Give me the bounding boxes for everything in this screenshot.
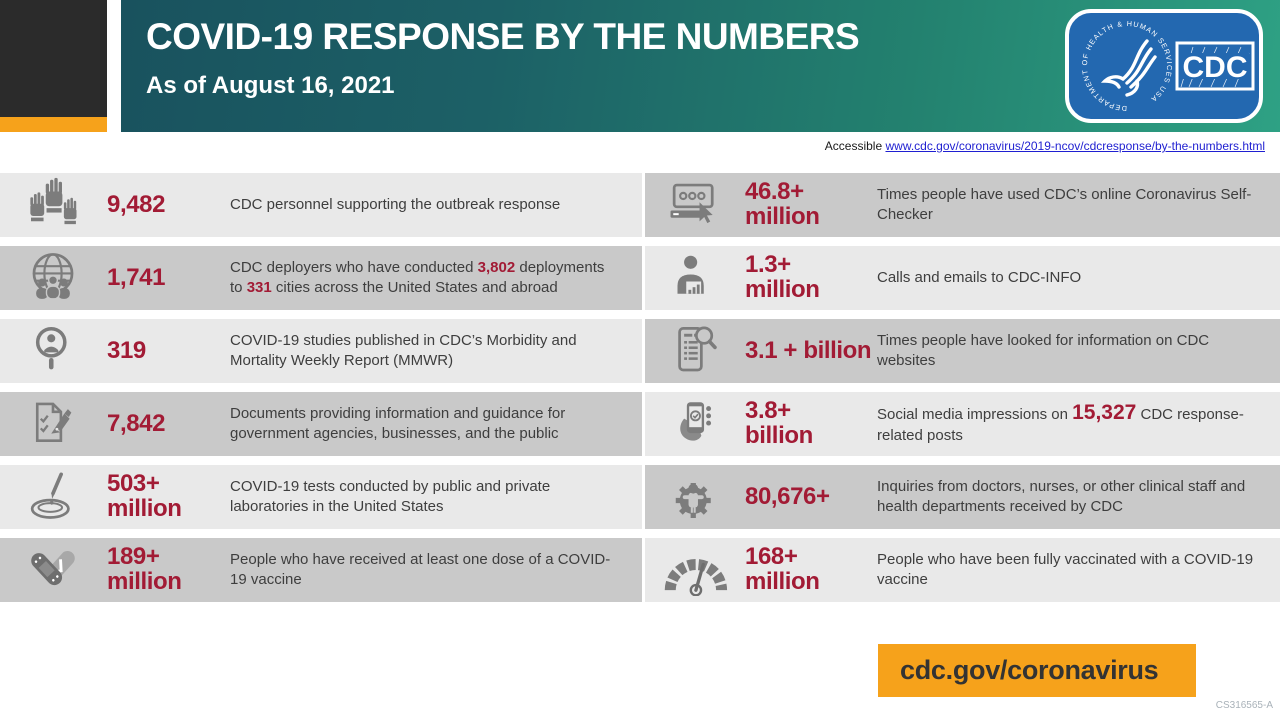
stat-row-self-checker: 46.8+ million Times people have used CDC’… bbox=[645, 173, 1280, 237]
page-subtitle: As of August 16, 2021 bbox=[146, 72, 395, 99]
stat-row-deployers: 1,741 CDC deployers who have conducted 3… bbox=[0, 246, 642, 310]
stat-row-clinical-inquiries: 80,676+ Inquiries from doctors, nurses, … bbox=[645, 465, 1280, 529]
stat-row-social-media: 3.8+ billion Social media impressions on … bbox=[645, 392, 1280, 456]
stat-row-first-dose: 189+ million People who have received at … bbox=[0, 538, 642, 602]
stat-description: CDC deployers who have conducted 3,802 d… bbox=[230, 258, 605, 296]
stats-grid: 9,482 CDC personnel supporting the outbr… bbox=[0, 173, 1280, 602]
document-code: CS316565-A bbox=[1215, 700, 1273, 711]
magnifier-person-icon bbox=[0, 323, 105, 379]
stat-description: People who have been fully vaccinated wi… bbox=[877, 550, 1254, 588]
stat-value: 7,842 bbox=[107, 409, 166, 437]
stat-description: Calls and emails to CDC-INFO bbox=[877, 268, 1082, 286]
phone-check-icon bbox=[645, 395, 745, 453]
stat-row-tests: 503+ million COVID-19 tests conducted by … bbox=[0, 465, 642, 529]
stat-row-cdc-info: 1.3+ million Calls and emails to CDC-INFO bbox=[645, 246, 1280, 310]
bandage-check-icon bbox=[0, 541, 105, 599]
page-title: COVID-19 RESPONSE BY THE NUMBERS bbox=[146, 16, 860, 57]
document-magnifier-icon bbox=[645, 322, 745, 380]
svg-text:CDC: CDC bbox=[1183, 51, 1248, 84]
corner-black-block bbox=[0, 0, 107, 117]
stat-value: 503+ million bbox=[107, 470, 182, 522]
stat-value: 9,482 bbox=[107, 190, 166, 218]
stat-description: CDC personnel supporting the outbreak re… bbox=[230, 195, 561, 213]
accessible-line: Accessible www.cdc.gov/coronavirus/2019-… bbox=[825, 139, 1265, 153]
stat-row-personnel: 9,482 CDC personnel supporting the outbr… bbox=[0, 173, 642, 237]
header-banner: COVID-19 RESPONSE BY THE NUMBERS As of A… bbox=[121, 0, 1280, 132]
stat-row-documents: 7,842 Documents providing information an… bbox=[0, 392, 642, 456]
hhs-eagle-icon bbox=[1100, 39, 1157, 97]
stat-row-studies: 319 COVID-19 studies published in CDC’s … bbox=[0, 319, 642, 383]
stat-description: People who have received at least one do… bbox=[230, 550, 611, 588]
accessible-url-link[interactable]: www.cdc.gov/coronavirus/2019-ncov/cdcres… bbox=[885, 139, 1265, 153]
stat-value: 168+ million bbox=[745, 543, 820, 595]
cdc-letters-box: CDC bbox=[1175, 41, 1255, 91]
stat-value: 319 bbox=[107, 336, 146, 364]
globe-people-icon bbox=[0, 249, 105, 307]
stat-row-website-views: 3.1 + billion Times people have looked f… bbox=[645, 319, 1280, 383]
cdc-url-box: cdc.gov/coronavirus bbox=[878, 644, 1196, 697]
stat-value: 1,741 bbox=[107, 263, 166, 291]
stat-description: Social media impressions on 15,327 CDC r… bbox=[877, 401, 1244, 444]
person-gear-icon bbox=[645, 469, 745, 525]
accessible-label: Accessible bbox=[824, 139, 883, 153]
cdc-hhs-logo: DEPARTMENT OF HEALTH & HUMAN SERVICES US… bbox=[1065, 9, 1263, 123]
stat-value: 80,676+ bbox=[745, 482, 830, 510]
stat-description: Times people have used CDC’s online Coro… bbox=[877, 185, 1252, 223]
petri-dish-icon bbox=[0, 468, 105, 526]
stat-value: 1.3+ million bbox=[745, 251, 820, 303]
stats-column-left: 9,482 CDC personnel supporting the outbr… bbox=[0, 173, 642, 602]
stat-value: 3.1 + billion bbox=[745, 336, 872, 364]
stat-description: COVID-19 tests conducted by public and p… bbox=[230, 477, 551, 515]
console-cursor-icon bbox=[645, 176, 745, 234]
document-pen-icon bbox=[0, 396, 105, 452]
person-chart-icon bbox=[645, 250, 745, 306]
stat-description: Inquiries from doctors, nurses, or other… bbox=[877, 477, 1246, 515]
raised-hands-icon bbox=[0, 176, 105, 234]
stat-description: Documents providing information and guid… bbox=[230, 404, 566, 442]
stat-description: COVID-19 studies published in CDC’s Morb… bbox=[230, 331, 577, 369]
corner-orange-bar bbox=[0, 117, 107, 132]
stat-value: 46.8+ million bbox=[745, 178, 820, 230]
stat-description: Times people have looked for information… bbox=[877, 331, 1210, 369]
stat-value: 3.8+ billion bbox=[745, 397, 813, 449]
stats-column-right: 46.8+ million Times people have used CDC’… bbox=[645, 173, 1280, 602]
stat-row-fully-vaccinated: 168+ million People who have been fully v… bbox=[645, 538, 1280, 602]
stat-value: 189+ million bbox=[107, 543, 182, 595]
gauge-icon bbox=[645, 544, 745, 596]
